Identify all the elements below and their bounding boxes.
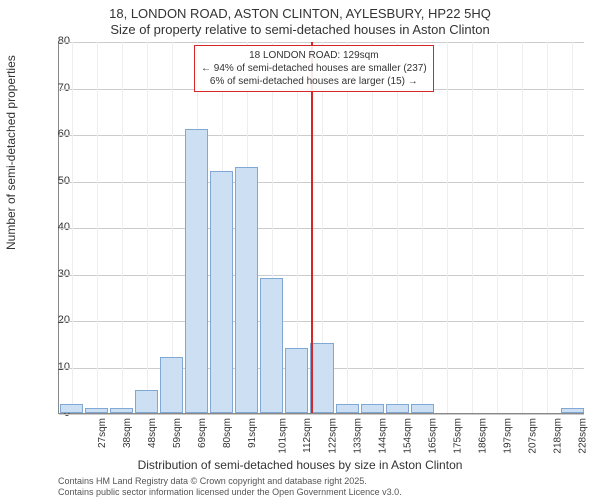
histogram-bar — [85, 408, 108, 413]
histogram-bar — [135, 390, 158, 413]
annotation-line2: ← 94% of semi-detached houses are smalle… — [201, 62, 427, 75]
xtick-label: 133sqm — [353, 418, 364, 454]
histogram-bar — [235, 167, 258, 413]
ytick-label: 30 — [40, 268, 70, 280]
chart-title-line1: 18, LONDON ROAD, ASTON CLINTON, AYLESBUR… — [0, 6, 600, 21]
property-marker-line — [311, 42, 313, 413]
xtick-label: 186sqm — [478, 418, 489, 454]
chart-title-line2: Size of property relative to semi-detach… — [0, 22, 600, 37]
gridline-v — [97, 42, 98, 413]
histogram-bar — [160, 357, 183, 413]
histogram-bar — [260, 278, 283, 413]
xtick-label: 80sqm — [222, 418, 233, 448]
x-axis-label: Distribution of semi-detached houses by … — [0, 458, 600, 472]
xtick-label: 197sqm — [503, 418, 514, 454]
gridline-v — [447, 42, 448, 413]
annotation-line3: 6% of semi-detached houses are larger (1… — [201, 75, 427, 88]
xtick-label: 101sqm — [277, 418, 288, 454]
gridline-v — [372, 42, 373, 413]
histogram-bar — [361, 404, 384, 413]
histogram-bar — [386, 404, 409, 413]
y-axis-label: Number of semi-detached properties — [4, 55, 18, 250]
xtick-label: 112sqm — [302, 418, 313, 453]
gridline-v — [522, 42, 523, 413]
histogram-bar — [285, 348, 308, 413]
ytick-label: 50 — [40, 175, 70, 187]
histogram-bar — [310, 343, 333, 413]
gridline-v — [572, 42, 573, 413]
xtick-label: 144sqm — [378, 418, 389, 454]
histogram-bar — [411, 404, 434, 413]
xtick-label: 91sqm — [247, 418, 258, 448]
ytick-label: 10 — [40, 361, 70, 373]
xtick-label: 207sqm — [528, 418, 539, 454]
xtick-label: 48sqm — [147, 418, 158, 448]
gridline-h — [59, 414, 584, 415]
xtick-label: 38sqm — [122, 418, 133, 448]
gridline-v — [547, 42, 548, 413]
gridline-v — [422, 42, 423, 413]
plot-area: 18 LONDON ROAD: 129sqm← 94% of semi-deta… — [58, 42, 584, 414]
annotation-line1: 18 LONDON ROAD: 129sqm — [201, 49, 427, 62]
ytick-label: 20 — [40, 314, 70, 326]
ytick-label: 70 — [40, 82, 70, 94]
xtick-label: 69sqm — [197, 418, 208, 448]
xtick-label: 154sqm — [403, 418, 414, 454]
histogram-bar — [561, 408, 584, 413]
ytick-label: 60 — [40, 128, 70, 140]
gridline-v — [72, 42, 73, 413]
ytick-label: 80 — [40, 35, 70, 47]
xtick-label: 165sqm — [428, 418, 439, 454]
xtick-label: 228sqm — [578, 418, 589, 454]
histogram-bar — [336, 404, 359, 413]
xtick-label: 175sqm — [453, 418, 464, 454]
gridline-v — [397, 42, 398, 413]
gridline-v — [472, 42, 473, 413]
annotation-box: 18 LONDON ROAD: 129sqm← 94% of semi-deta… — [194, 45, 434, 92]
footer-line2: Contains public sector information licen… — [58, 487, 402, 497]
histogram-bar — [60, 404, 83, 413]
footer-line1: Contains HM Land Registry data © Crown c… — [58, 476, 367, 486]
histogram-bar — [210, 171, 233, 413]
xtick-label: 59sqm — [172, 418, 183, 448]
xtick-label: 27sqm — [97, 418, 108, 448]
gridline-v — [122, 42, 123, 413]
xtick-label: 218sqm — [553, 418, 564, 454]
gridline-v — [347, 42, 348, 413]
ytick-label: 40 — [40, 221, 70, 233]
histogram-bar — [110, 408, 133, 413]
histogram-bar — [185, 129, 208, 413]
gridline-v — [147, 42, 148, 413]
gridline-v — [497, 42, 498, 413]
xtick-label: 122sqm — [328, 418, 339, 454]
